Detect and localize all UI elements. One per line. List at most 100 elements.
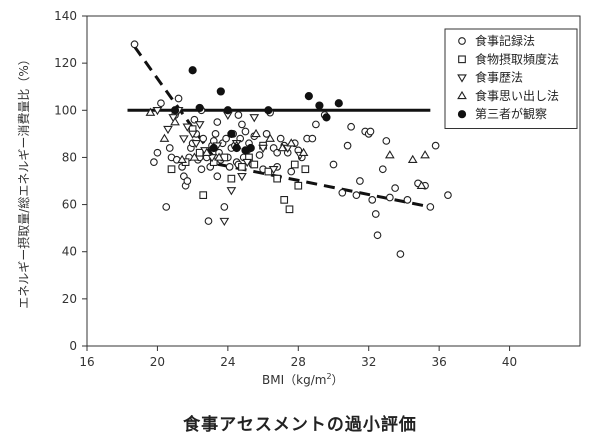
data-point bbox=[384, 150, 395, 159]
data-point bbox=[391, 184, 399, 192]
data-point bbox=[227, 129, 236, 138]
legend-label: 食事思い出し法 bbox=[475, 88, 559, 103]
y-tick-label: 80 bbox=[62, 150, 77, 164]
data-point bbox=[222, 134, 230, 143]
data-point bbox=[356, 177, 364, 185]
data-point bbox=[170, 117, 180, 126]
y-tick-label: 60 bbox=[62, 198, 77, 212]
data-point bbox=[216, 87, 225, 96]
data-point bbox=[250, 160, 259, 169]
data-point bbox=[322, 113, 331, 122]
data-point bbox=[152, 107, 163, 116]
data-point bbox=[213, 172, 222, 181]
y-axis-label: エネルギー摂取量/総エネルギー消費量比（%） bbox=[16, 53, 31, 308]
data-point bbox=[373, 231, 382, 240]
data-point bbox=[165, 144, 174, 152]
legend-label: 食事歴法 bbox=[475, 70, 523, 85]
data-point bbox=[273, 174, 282, 183]
data-point bbox=[226, 187, 237, 196]
data-point bbox=[366, 127, 375, 136]
data-point bbox=[352, 191, 361, 199]
legend-label: 食物摂取頻度法 bbox=[475, 51, 559, 66]
series-group bbox=[130, 40, 452, 258]
data-point bbox=[329, 160, 338, 169]
data-point bbox=[262, 130, 271, 138]
data-point bbox=[130, 40, 139, 49]
data-point bbox=[178, 135, 189, 144]
data-point bbox=[347, 122, 355, 131]
x-tick-label: 20 bbox=[150, 355, 165, 369]
data-point bbox=[315, 101, 324, 110]
data-point bbox=[150, 158, 158, 166]
data-point bbox=[241, 146, 250, 155]
data-point bbox=[183, 177, 192, 185]
data-point bbox=[225, 163, 234, 171]
data-point bbox=[371, 210, 380, 218]
plot-frame bbox=[86, 15, 581, 347]
data-point bbox=[207, 154, 217, 163]
legend-marker bbox=[458, 37, 466, 45]
data-points bbox=[130, 40, 452, 258]
data-point bbox=[286, 138, 297, 147]
data-point bbox=[338, 188, 347, 197]
data-point bbox=[241, 127, 250, 136]
data-point bbox=[251, 128, 261, 138]
data-point bbox=[170, 106, 180, 115]
data-point bbox=[264, 167, 273, 176]
reference-lines bbox=[127, 45, 431, 209]
data-point bbox=[312, 120, 320, 129]
legend-label: 第三者が観察 bbox=[475, 106, 547, 121]
x-axis-label-main: BMI（kg/m bbox=[262, 373, 326, 387]
y-tick-label: 0 bbox=[69, 339, 77, 353]
data-point bbox=[403, 196, 412, 204]
data-point bbox=[382, 137, 391, 145]
data-point bbox=[378, 165, 387, 174]
data-point bbox=[189, 152, 200, 161]
data-point bbox=[234, 111, 243, 119]
data-point bbox=[213, 118, 222, 126]
data-point bbox=[343, 141, 352, 150]
legend-marker bbox=[457, 110, 467, 119]
legend-label: 食事記録法 bbox=[475, 33, 535, 48]
x-tick-label: 36 bbox=[432, 355, 447, 369]
data-point bbox=[298, 147, 309, 156]
data-point bbox=[167, 165, 176, 174]
data-point bbox=[163, 125, 173, 135]
data-point bbox=[285, 205, 294, 214]
data-point bbox=[182, 123, 193, 132]
data-point bbox=[308, 134, 317, 143]
data-point bbox=[385, 193, 394, 202]
data-point bbox=[187, 130, 198, 139]
data-point bbox=[153, 148, 162, 157]
x-axis-label: BMI（kg/m2） bbox=[262, 372, 344, 387]
data-point bbox=[268, 165, 279, 175]
data-point bbox=[194, 121, 205, 130]
data-point bbox=[334, 99, 343, 108]
data-point bbox=[431, 141, 440, 150]
x-tick-label: 32 bbox=[361, 355, 376, 369]
data-point bbox=[232, 143, 241, 153]
data-point bbox=[280, 196, 289, 204]
data-point bbox=[191, 140, 202, 149]
data-point bbox=[209, 143, 218, 153]
data-point bbox=[157, 99, 165, 108]
data-point bbox=[237, 173, 247, 182]
data-point bbox=[145, 107, 156, 116]
data-point bbox=[162, 203, 171, 211]
data-point bbox=[444, 191, 452, 199]
legend-marker bbox=[457, 74, 467, 83]
data-point bbox=[197, 165, 206, 174]
data-point bbox=[227, 174, 236, 183]
data-point bbox=[368, 196, 377, 204]
data-point bbox=[159, 133, 170, 142]
data-point bbox=[238, 163, 246, 171]
data-point bbox=[177, 154, 187, 164]
data-point bbox=[199, 191, 208, 199]
data-point bbox=[287, 167, 296, 176]
data-point bbox=[188, 66, 197, 75]
data-point bbox=[255, 151, 264, 159]
data-point bbox=[201, 147, 212, 156]
data-point bbox=[416, 180, 427, 189]
data-point bbox=[223, 106, 232, 115]
